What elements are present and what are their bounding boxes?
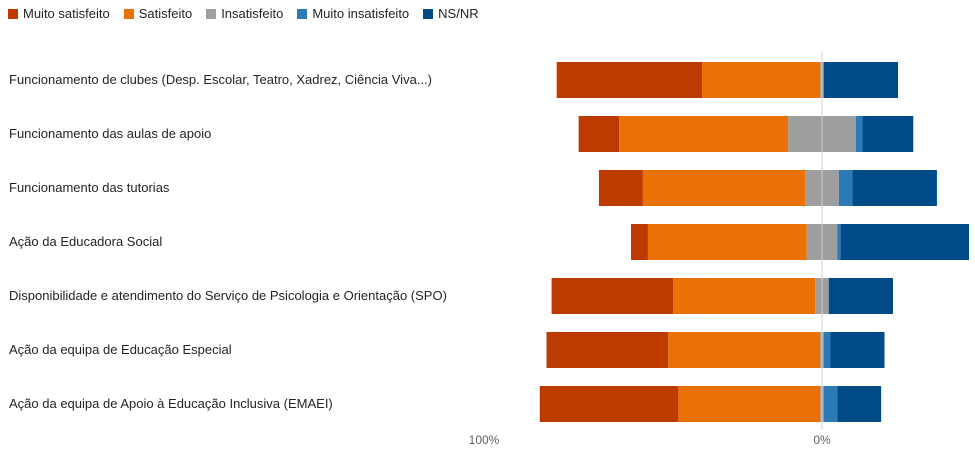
- bar-segment[interactable]: [852, 170, 937, 206]
- x-tick-label: 0%: [813, 433, 831, 447]
- bar-segment[interactable]: [647, 224, 807, 260]
- legend-swatch: [297, 8, 308, 19]
- bar-segment[interactable]: [828, 278, 893, 314]
- bar-segment[interactable]: [837, 386, 882, 422]
- bar-segment[interactable]: [642, 170, 806, 206]
- bar-segment[interactable]: [823, 62, 899, 98]
- x-axis-ticks: 100% 0%: [469, 433, 831, 447]
- bar-segment[interactable]: [598, 170, 643, 206]
- category-label: Funcionamento das aulas de apoio: [9, 126, 211, 141]
- bar-segment[interactable]: [838, 170, 853, 206]
- category-label: Disponibilidade e atendimento do Serviço…: [9, 288, 447, 303]
- legend-item[interactable]: NS/NR: [423, 6, 479, 21]
- category-label: Ação da equipa de Educação Especial: [9, 342, 232, 357]
- bar-segment[interactable]: [631, 224, 648, 260]
- legend-swatch: [8, 8, 18, 19]
- bar-segment[interactable]: [702, 62, 821, 98]
- legend-item[interactable]: Satisfeito: [123, 6, 193, 21]
- bar-segment[interactable]: [556, 62, 703, 98]
- bar-segment[interactable]: [823, 332, 831, 368]
- bar-segment[interactable]: [539, 386, 679, 422]
- bar-segment[interactable]: [855, 116, 863, 152]
- legend-item[interactable]: Muito insatisfeito: [297, 6, 409, 21]
- bar-segment[interactable]: [673, 278, 816, 314]
- legend-label: NS/NR: [438, 6, 479, 21]
- bar-segment[interactable]: [551, 278, 674, 314]
- legend-swatch: [423, 8, 434, 19]
- legend-label: Muito insatisfeito: [312, 6, 410, 21]
- legend: Muito satisfeito Satisfeito Insatisfeito Mu…: [8, 6, 493, 21]
- legend-label: Satisfeito: [138, 6, 193, 21]
- legend-swatch: [206, 8, 217, 19]
- bar-segment[interactable]: [830, 332, 885, 368]
- category-label: Ação da Educadora Social: [9, 234, 162, 249]
- bars-group: [539, 62, 970, 422]
- bar-segment[interactable]: [619, 116, 789, 152]
- bar-segment[interactable]: [840, 224, 970, 260]
- category-label: Ação da equipa de Apoio à Educação Inclu…: [9, 396, 333, 411]
- bar-segment[interactable]: [678, 386, 821, 422]
- legend-item[interactable]: Muito satisfeito: [8, 6, 110, 21]
- bar-segment[interactable]: [668, 332, 821, 368]
- bar-segment[interactable]: [578, 116, 620, 152]
- category-labels: Funcionamento de clubes (Desp. Escolar, …: [9, 72, 447, 411]
- legend-swatch: [123, 8, 134, 19]
- legend-label: Muito satisfeito: [23, 6, 110, 21]
- category-label: Funcionamento de clubes (Desp. Escolar, …: [9, 72, 432, 87]
- bar-segment[interactable]: [837, 224, 841, 260]
- bar-segment[interactable]: [823, 386, 838, 422]
- bar-segment[interactable]: [862, 116, 914, 152]
- legend-item[interactable]: Insatisfeito: [206, 6, 283, 21]
- category-label: Funcionamento das tutorias: [9, 180, 170, 195]
- bar-segment[interactable]: [546, 332, 669, 368]
- x-tick-label: 100%: [469, 433, 500, 447]
- legend-label: Insatisfeito: [221, 6, 284, 21]
